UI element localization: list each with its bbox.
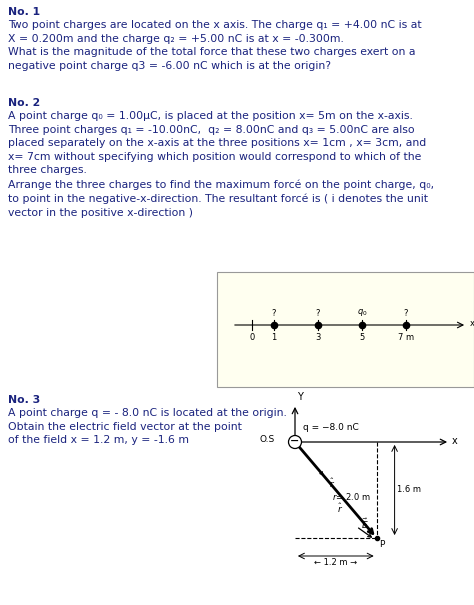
Text: $\hat{r}$: $\hat{r}$ <box>328 476 335 489</box>
Text: A point charge q₀ = 1.00μC, is placed at the position x= 5m on the x-axis.
Three: A point charge q₀ = 1.00μC, is placed at… <box>8 111 434 218</box>
Text: 0: 0 <box>249 333 255 342</box>
Text: Two point charges are located on the x axis. The charge q₁ = +4.00 nC is at
X = : Two point charges are located on the x a… <box>8 20 422 71</box>
Text: $q_0$: $q_0$ <box>357 307 367 318</box>
Text: No. 3: No. 3 <box>8 395 40 405</box>
Text: ← 1.2 m →: ← 1.2 m → <box>314 558 357 567</box>
Text: ?: ? <box>404 309 408 318</box>
Text: ?: ? <box>272 309 276 318</box>
Text: $\hat{r}$: $\hat{r}$ <box>337 502 344 515</box>
Text: 3: 3 <box>315 333 321 342</box>
Text: x: x <box>452 436 458 446</box>
Text: 5: 5 <box>359 333 365 342</box>
Text: $r$= 2.0 m: $r$= 2.0 m <box>332 491 370 502</box>
FancyBboxPatch shape <box>217 272 474 387</box>
Text: 7 m: 7 m <box>398 333 414 342</box>
Text: q = −8.0 nC: q = −8.0 nC <box>303 422 359 431</box>
Text: 1: 1 <box>272 333 277 342</box>
Text: Y: Y <box>297 392 303 402</box>
Text: −: − <box>290 436 300 446</box>
Text: $\vec{E}$: $\vec{E}$ <box>361 517 368 531</box>
Text: P: P <box>380 540 385 549</box>
Text: x?: x? <box>470 319 474 329</box>
Text: A point charge q = - 8.0 nC is located at the origin.
Obtain the electric field : A point charge q = - 8.0 nC is located a… <box>8 408 287 445</box>
Text: ?: ? <box>316 309 320 318</box>
Text: No. 1: No. 1 <box>8 7 40 17</box>
Text: O.S: O.S <box>260 434 275 443</box>
Circle shape <box>289 436 301 448</box>
Text: No. 2: No. 2 <box>8 98 40 108</box>
Text: 1.6 m: 1.6 m <box>397 485 420 494</box>
